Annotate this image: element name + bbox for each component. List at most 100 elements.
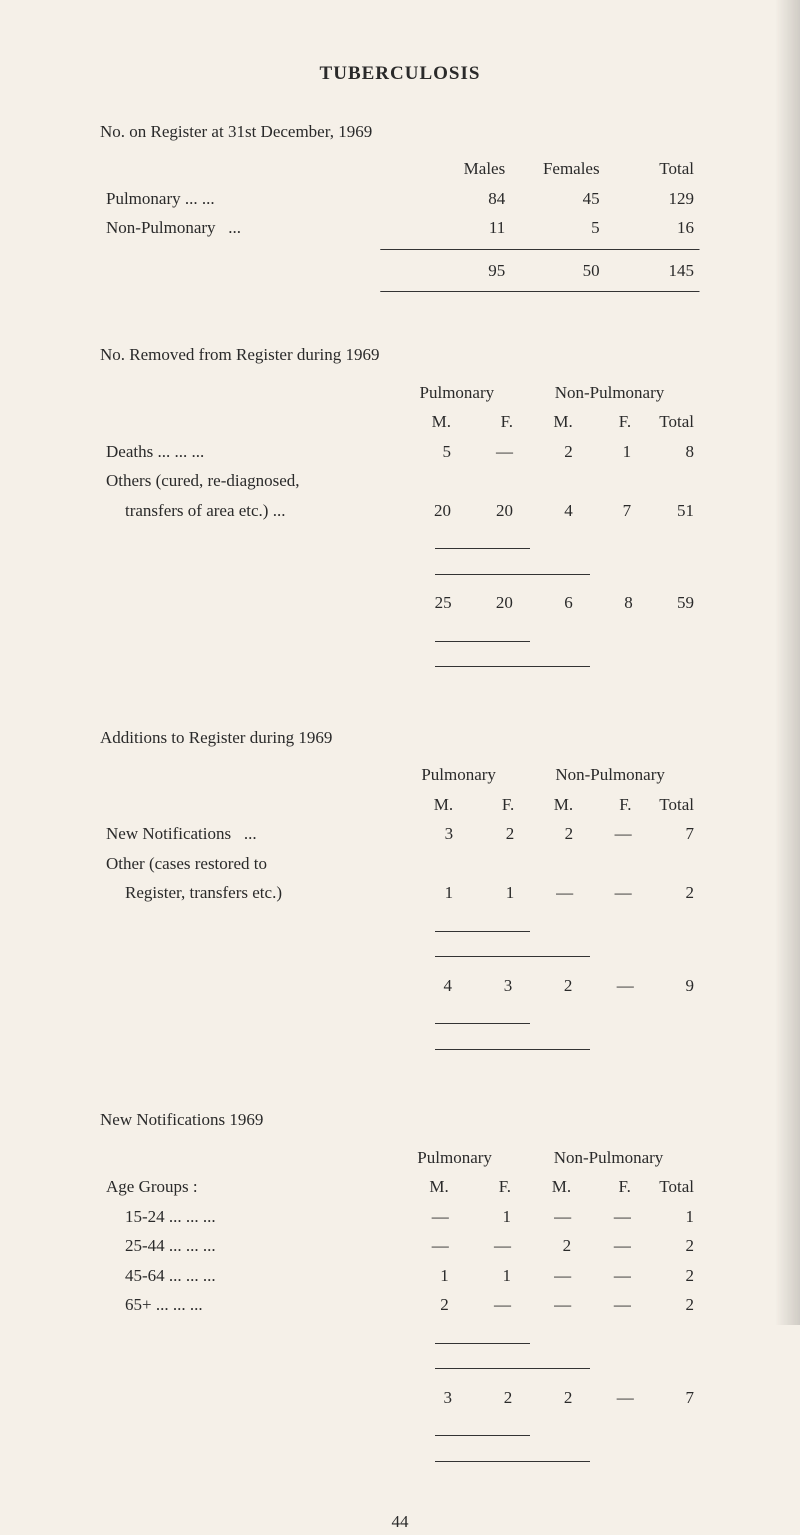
row-label: New Notifications bbox=[106, 824, 231, 843]
table-row: Other (cases restored to bbox=[100, 849, 700, 879]
rule bbox=[435, 548, 530, 549]
table-row: 65+ 2 — — — 2 bbox=[100, 1290, 700, 1320]
cell: 2 bbox=[518, 971, 578, 1001]
cell: 6 bbox=[519, 588, 579, 618]
cell: — bbox=[520, 878, 579, 908]
cell: 7 bbox=[638, 819, 700, 849]
table-row: Pulmonary 84 45 129 bbox=[100, 184, 700, 214]
sub-header-row: M. F. M. F. Total bbox=[100, 790, 700, 820]
sub-header: M. bbox=[397, 790, 459, 820]
cell: 8 bbox=[579, 588, 639, 618]
section1-table: Males Females Total Pulmonary 84 45 129 … bbox=[100, 154, 700, 243]
cell: 129 bbox=[606, 184, 700, 214]
cell: 1 bbox=[455, 1202, 517, 1232]
rule bbox=[435, 641, 530, 642]
section2-heading: No. Removed from Register during 1969 bbox=[100, 342, 700, 368]
sub-header: F. bbox=[577, 1172, 637, 1202]
cell: — bbox=[577, 1290, 637, 1320]
cell: 20 bbox=[395, 496, 457, 526]
table-row: 15-24 — 1 — — 1 bbox=[100, 1202, 700, 1232]
group-header: Non-Pulmonary bbox=[520, 760, 700, 790]
sub-header-row: M. F. M. F. Total bbox=[100, 407, 700, 437]
cell: — bbox=[455, 1231, 517, 1261]
section4-heading: New Notifications 1969 bbox=[100, 1107, 700, 1133]
total-row: 3 2 2 — 7 bbox=[100, 1383, 700, 1413]
cell: — bbox=[577, 1261, 637, 1291]
cell: 25 bbox=[396, 588, 457, 618]
group-header: Pulmonary bbox=[392, 1143, 517, 1173]
section2-total: 25 20 6 8 59 bbox=[100, 588, 700, 618]
cell: — bbox=[457, 437, 519, 467]
page-edge-shadow bbox=[775, 0, 800, 1325]
rule bbox=[435, 1368, 590, 1369]
rule bbox=[435, 1461, 590, 1462]
rule bbox=[435, 1343, 530, 1344]
cell: — bbox=[517, 1202, 577, 1232]
cell: 8 bbox=[637, 437, 700, 467]
cell: 2 bbox=[637, 1290, 700, 1320]
table-row: Non-Pulmonary ... 11 5 16 bbox=[100, 213, 700, 243]
cell: — bbox=[392, 1202, 455, 1232]
cell: 3 bbox=[397, 819, 459, 849]
group-header: Non-Pulmonary bbox=[519, 378, 700, 408]
total-row: 95 50 145 bbox=[100, 256, 700, 286]
sub-header: M. bbox=[519, 407, 579, 437]
row-label: 25-44 bbox=[125, 1236, 165, 1255]
col-header: Total bbox=[606, 154, 700, 184]
cell: 2 bbox=[518, 1383, 578, 1413]
rule bbox=[435, 574, 590, 575]
cell: 7 bbox=[640, 1383, 700, 1413]
table-header-row: Males Females Total bbox=[100, 154, 700, 184]
sub-header: F. bbox=[457, 407, 519, 437]
cell: — bbox=[577, 1231, 637, 1261]
cell: 5 bbox=[395, 437, 457, 467]
cell: 2 bbox=[459, 819, 520, 849]
rule bbox=[380, 291, 700, 292]
cell: — bbox=[578, 1383, 639, 1413]
cell: 4 bbox=[398, 971, 458, 1001]
cell: — bbox=[517, 1290, 577, 1320]
rule bbox=[435, 1023, 530, 1024]
cell: 3 bbox=[398, 1383, 458, 1413]
cell: 16 bbox=[606, 213, 700, 243]
section1-total: 95 50 145 bbox=[100, 256, 700, 286]
cell: — bbox=[579, 819, 637, 849]
cell: 45 bbox=[511, 184, 605, 214]
row-label: Pulmonary bbox=[106, 189, 181, 208]
sub-header: F. bbox=[455, 1172, 517, 1202]
cell: 1 bbox=[397, 878, 459, 908]
sub-header: F. bbox=[459, 790, 520, 820]
table-row: Deaths 5 — 2 1 8 bbox=[100, 437, 700, 467]
cell: 20 bbox=[457, 496, 519, 526]
group-header-row: Pulmonary Non-Pulmonary bbox=[100, 378, 700, 408]
rule bbox=[435, 1435, 530, 1436]
row-label: Deaths bbox=[106, 442, 153, 461]
sub-header: M. bbox=[520, 790, 579, 820]
rule bbox=[435, 956, 590, 957]
cell: — bbox=[392, 1231, 455, 1261]
section3-total: 4 3 2 — 9 bbox=[100, 971, 700, 1001]
sub-header: M. bbox=[395, 407, 457, 437]
sub-header: Total bbox=[637, 1172, 700, 1202]
section3-heading: Additions to Register during 1969 bbox=[100, 725, 700, 751]
sub-header: F. bbox=[579, 407, 637, 437]
rule bbox=[435, 1049, 590, 1050]
table-row: Register, transfers etc.) 1 1 — — 2 bbox=[100, 878, 700, 908]
row-label: 45-64 bbox=[125, 1266, 165, 1285]
row-label: 15-24 bbox=[125, 1207, 165, 1226]
page-number: 44 bbox=[100, 1509, 700, 1535]
row-label: Register, transfers etc.) bbox=[100, 878, 397, 908]
cell: 2 bbox=[517, 1231, 577, 1261]
cell: 11 bbox=[417, 213, 511, 243]
table-row: Others (cured, re-diagnosed, bbox=[100, 466, 700, 496]
cell: 50 bbox=[511, 256, 605, 286]
group-header: Non-Pulmonary bbox=[517, 1143, 700, 1173]
cell: 1 bbox=[637, 1202, 700, 1232]
group-header-row: Pulmonary Non-Pulmonary bbox=[100, 1143, 700, 1173]
total-row: 4 3 2 — 9 bbox=[100, 971, 700, 1001]
age-groups-label: Age Groups : bbox=[100, 1172, 392, 1202]
row-label: Other (cases restored to bbox=[100, 849, 700, 879]
cell: 5 bbox=[511, 213, 605, 243]
cell: 2 bbox=[638, 878, 700, 908]
cell: 2 bbox=[458, 1383, 518, 1413]
